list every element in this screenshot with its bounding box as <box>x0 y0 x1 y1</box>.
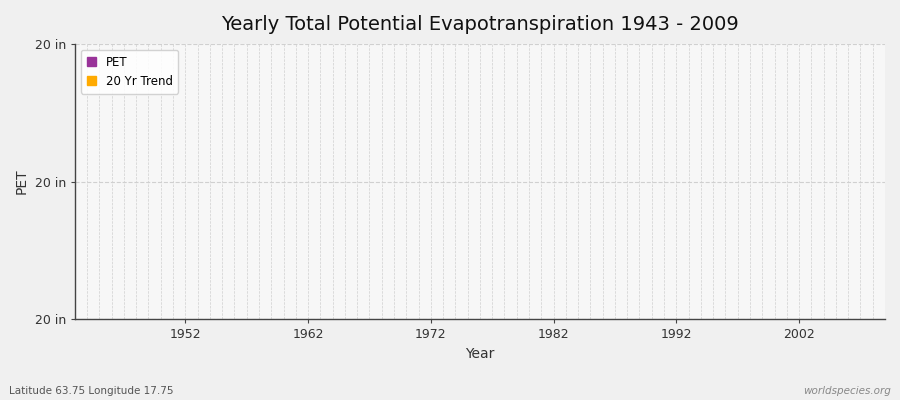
Title: Yearly Total Potential Evapotranspiration 1943 - 2009: Yearly Total Potential Evapotranspiratio… <box>221 15 739 34</box>
Text: Latitude 63.75 Longitude 17.75: Latitude 63.75 Longitude 17.75 <box>9 386 174 396</box>
Text: worldspecies.org: worldspecies.org <box>803 386 891 396</box>
X-axis label: Year: Year <box>465 347 495 361</box>
Y-axis label: PET: PET <box>15 169 29 194</box>
Legend: PET, 20 Yr Trend: PET, 20 Yr Trend <box>81 50 178 94</box>
